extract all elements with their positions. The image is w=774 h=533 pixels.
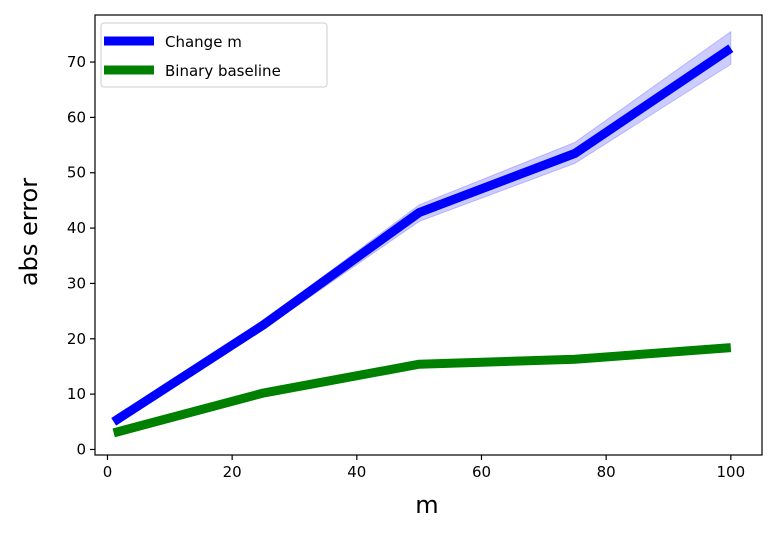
y-tick-label: 0 (76, 440, 86, 458)
series-line-1 (112, 343, 732, 438)
x-tick-label: 40 (347, 463, 366, 481)
y-tick-label: 20 (67, 330, 86, 348)
y-tick-label: 10 (67, 385, 86, 403)
legend-box (100, 22, 328, 88)
y-axis-label: abs error (15, 178, 43, 286)
legend-label-1: Binary baseline (165, 62, 281, 80)
series-lines (111, 44, 734, 438)
x-tick-label: 20 (223, 463, 242, 481)
legend-label-0: Change m (165, 33, 242, 51)
y-tick-label: 30 (67, 274, 86, 292)
plot-frame (94, 14, 763, 456)
series-line-0 (111, 44, 734, 426)
x-axis-label: m (415, 491, 438, 519)
x-tick-label: 80 (597, 463, 616, 481)
x-axis-ticks: 0 20 40 60 80 100 (103, 455, 745, 481)
x-tick-label: 0 (103, 463, 113, 481)
y-tick-label: 70 (67, 53, 86, 71)
y-tick-label: 40 (67, 219, 86, 237)
legend: Change m Binary baseline (100, 22, 328, 88)
y-tick-label: 60 (67, 108, 86, 126)
y-tick-label: 50 (67, 164, 86, 182)
y-axis-ticks: 0 10 20 30 40 50 60 70 (67, 53, 95, 458)
x-tick-label: 60 (472, 463, 491, 481)
x-tick-label: 100 (717, 463, 746, 481)
